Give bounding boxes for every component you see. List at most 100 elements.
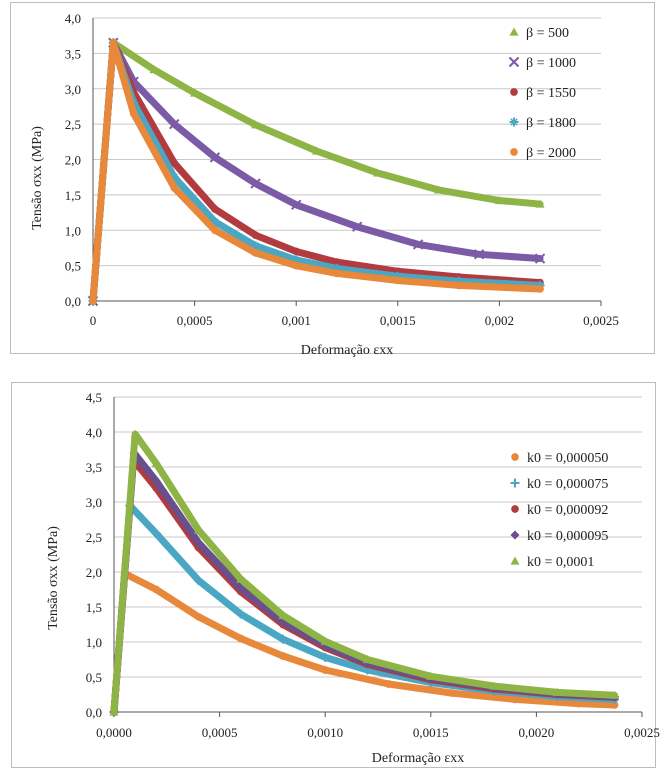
data-point [190,88,200,97]
y-tick-label: 2,0 [65,153,81,168]
legend-marker [511,505,519,513]
data-point [511,695,520,704]
data-point [278,610,288,619]
data-point [151,529,161,538]
legend-marker [509,117,519,127]
data-point [412,239,424,250]
data-point [494,196,504,205]
series-line [110,430,619,716]
data-point [312,146,322,155]
data-point [109,38,118,47]
legend-label: k0 = 0,0001 [527,555,594,570]
x-tick-label: 0 [90,313,97,328]
x-tick-label: 0,0020 [519,725,555,740]
legend-label: β = 2000 [526,146,576,161]
data-point [535,199,545,208]
data-point [193,525,203,534]
x-axis-title: Deformação εxx [372,751,465,766]
legend-label: k0 = 0,000095 [527,529,608,544]
series-line [89,39,544,305]
data-point [151,459,161,468]
data-point [89,297,97,305]
data-point [251,231,260,240]
data-point [473,249,485,260]
data-point [211,226,219,235]
y-axis-title: Tensão σxx (MPa) [46,526,61,630]
x-tick-label: 0,002 [485,313,514,328]
legend-entry: k0 = 0,000075 [510,477,608,492]
chart-bottom-svg: 0,0 0,5 1,0 1,5 2,0 2,5 3,0 3,5 4,0 4,5 0,0000 0,00… [46,390,660,766]
legend-label: β = 1000 [526,56,576,71]
y-tick-label: 1,0 [65,223,81,238]
x-tick-label: 0,0015 [413,725,449,740]
data-point [193,538,203,548]
legend-entry: β = 1550 [510,86,576,101]
data-point [236,574,246,583]
data-point [149,65,159,74]
data-point [320,652,330,662]
data-point [574,699,583,708]
data-point [236,634,245,643]
data-point [393,276,402,285]
data-point [130,429,140,438]
chart-panel-top: 0,0 0,5 1,0 1,5 2,0 2,5 3,0 3,5 4,0 0 0,0005 0,001 0… [10,2,655,358]
legend-entry: k0 = 0,000095 [510,529,608,544]
legend-label: β = 500 [526,26,569,41]
legend-marker [510,530,520,540]
data-point [211,205,219,213]
legend-label: k0 = 0,000075 [527,477,608,492]
series-5 [109,429,620,716]
y-tick-label: 4,0 [65,11,81,26]
series-line [89,39,544,305]
data-point [151,476,161,486]
series-line [110,456,619,716]
x-tick-label: 0,0015 [380,313,416,328]
data-point [236,583,246,593]
data-point [251,249,260,257]
y-tick-label: 4,0 [86,425,102,440]
y-tick-label: 1,0 [86,635,102,650]
legend-label: β = 1800 [526,116,576,131]
data-point [109,707,119,716]
y-tick-label: 3,5 [65,46,81,61]
data-point [169,118,180,130]
legend-entry: β = 1000 [508,56,576,71]
data-point [194,612,203,621]
y-tick-label: 2,5 [65,117,81,132]
y-tick-label: 0,0 [86,705,102,720]
legend-entry: β = 500 [509,26,569,41]
y-tick-label: 0,0 [65,294,81,309]
data-point [362,655,372,664]
data-point [384,680,393,688]
x-axis-title: Deformação εxx [301,343,394,358]
legend-marker [510,148,518,156]
legend-entry: β = 2000 [510,146,576,161]
data-point [320,636,330,645]
data-point [426,671,436,680]
data-point [433,185,443,194]
data-point [534,253,546,264]
legend-marker [508,56,520,68]
data-point [448,689,456,697]
chart-panel-bottom: 0,0 0,5 1,0 1,5 2,0 2,5 3,0 3,5 4,0 4,5 0,0000 0,00… [11,382,660,768]
x-tick-label: 0,0005 [202,725,238,740]
legend-entry: k0 = 0,000050 [511,451,608,466]
legend-marker [510,556,520,565]
data-point [536,285,544,293]
data-point [553,687,563,696]
data-point [321,666,330,674]
data-point [152,585,161,594]
x-tick-label: 0,001 [282,313,311,328]
y-tick-label: 0,5 [65,259,81,274]
x-tick-label: 0,0005 [177,313,213,328]
data-point [372,168,382,177]
y-tick-label: 4,5 [86,390,102,405]
legend-entry: k0 = 0,0001 [510,555,594,570]
data-point [454,281,463,290]
data-point [333,269,341,278]
legend-entry: k0 = 0,000092 [511,503,608,518]
data-point [489,681,499,690]
y-tick-label: 2,0 [86,565,102,580]
y-tick-label: 3,0 [65,82,81,97]
data-point [251,120,261,129]
